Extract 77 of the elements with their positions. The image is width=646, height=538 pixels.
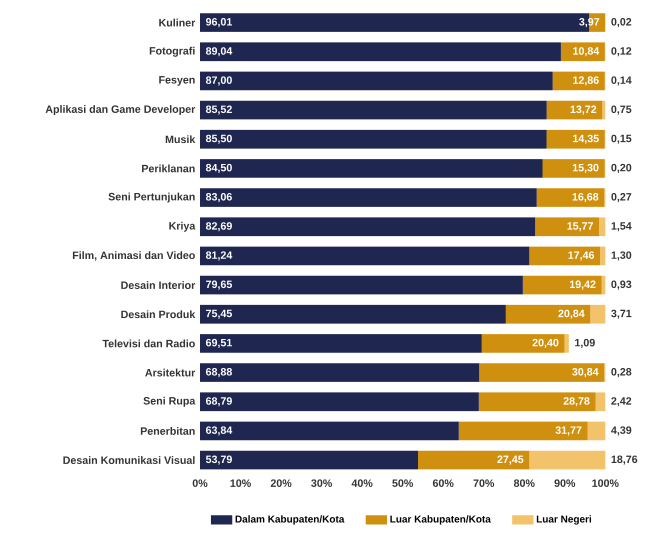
y-tick-label: Fesyen: [159, 76, 195, 86]
data-label: 31,77: [556, 426, 582, 436]
data-label: 20,40: [532, 338, 558, 348]
x-tick-label: 90%: [554, 479, 576, 487]
x-tick-label: 20%: [270, 479, 292, 487]
data-label: 0,14: [611, 76, 632, 86]
x-tick-label: 80%: [514, 479, 535, 487]
y-tick-label: Kriya: [169, 222, 196, 232]
data-label: 63,84: [206, 426, 232, 436]
data-label: 1,30: [612, 251, 632, 260]
data-label: 68,88: [206, 368, 232, 378]
data-label: 17,46: [568, 251, 594, 260]
data-label: 18,76: [612, 456, 638, 465]
y-tick-label: Musik: [166, 135, 196, 144]
data-label: 89,04: [206, 47, 232, 56]
data-label: 27,45: [497, 456, 524, 465]
y-tick-label: Seni Pertunjukan: [108, 192, 195, 203]
data-label: 85,52: [206, 106, 232, 115]
data-label: 13,72: [570, 106, 596, 115]
y-tick-label: Film, Animasi dan Video: [72, 251, 195, 261]
x-tick-label: 100%: [592, 479, 619, 487]
data-label: 20,84: [558, 310, 585, 319]
data-label: 2,42: [611, 397, 632, 406]
data-label: 14,35: [573, 134, 599, 144]
data-label: 0,75: [611, 106, 632, 115]
data-label: 0,93: [611, 280, 632, 290]
data-label: 0,27: [611, 193, 632, 202]
x-tick-label: 30%: [311, 479, 332, 487]
data-label: 30,84: [572, 368, 599, 378]
y-tick-label: Desain Komunikasi Visual: [63, 456, 195, 464]
data-label: 12,86: [573, 76, 599, 86]
data-label: 69,51: [206, 338, 232, 348]
data-label: 0,12: [611, 47, 632, 56]
y-tick-label: Aplikasi dan Game Developer: [46, 105, 196, 116]
x-tick-label: 0%: [192, 479, 208, 487]
x-tick-label: 10%: [230, 479, 251, 487]
data-label: 0,28: [611, 368, 632, 378]
data-label: 87,00: [206, 76, 232, 86]
data-label: 81,24: [206, 251, 232, 260]
data-label: 16,68: [572, 193, 598, 202]
data-label: 28,78: [564, 397, 590, 406]
data-label: 82,69: [206, 222, 232, 232]
y-tick-label: Periklanan: [142, 164, 195, 172]
y-tick-label: Desain Produk: [121, 310, 196, 318]
x-tick-label: 50%: [392, 479, 414, 487]
data-label: 68,79: [206, 397, 232, 406]
x-tick-label: 40%: [352, 479, 373, 487]
data-label: 4,39: [611, 426, 632, 436]
data-label: 10,84: [573, 47, 600, 56]
y-tick-label: Penerbitan: [140, 426, 195, 435]
legend-label: Dalam Kabupaten/Kota: [236, 515, 344, 525]
y-tick-label: Arsitektur: [145, 368, 196, 376]
y-tick-label: Desain Interior: [121, 281, 196, 289]
data-label: 85,50: [206, 134, 232, 144]
x-tick-label: 70%: [474, 479, 494, 487]
legend-label: Luar Negeri: [536, 515, 592, 525]
data-label: 3,71: [611, 310, 632, 319]
data-label: 1,09: [575, 338, 595, 348]
y-tick-label: Fotografi: [150, 46, 195, 57]
data-label: 0,02: [611, 18, 632, 28]
data-label: 79,65: [206, 280, 232, 290]
data-label: 15,30: [572, 164, 598, 173]
data-label: 84,50: [206, 164, 232, 173]
y-tick-label: Kuliner: [159, 18, 196, 26]
data-label: 15,77: [567, 222, 594, 232]
data-label: 75,45: [206, 310, 232, 319]
data-label: 0,20: [611, 164, 632, 173]
data-label: 83,06: [206, 193, 232, 202]
legend-label: Luar Kabupaten/Kota: [390, 515, 491, 525]
y-tick-label: Seni Rupa: [143, 396, 196, 407]
data-label: 1,54: [612, 222, 632, 232]
data-label: 0,15: [611, 134, 632, 144]
x-tick-label: 60%: [432, 479, 454, 487]
data-label: 96,01: [206, 18, 232, 28]
data-label: 53,79: [206, 456, 232, 465]
y-tick-label: Televisi dan Radio: [102, 339, 195, 348]
data-label: 19,42: [570, 280, 596, 290]
